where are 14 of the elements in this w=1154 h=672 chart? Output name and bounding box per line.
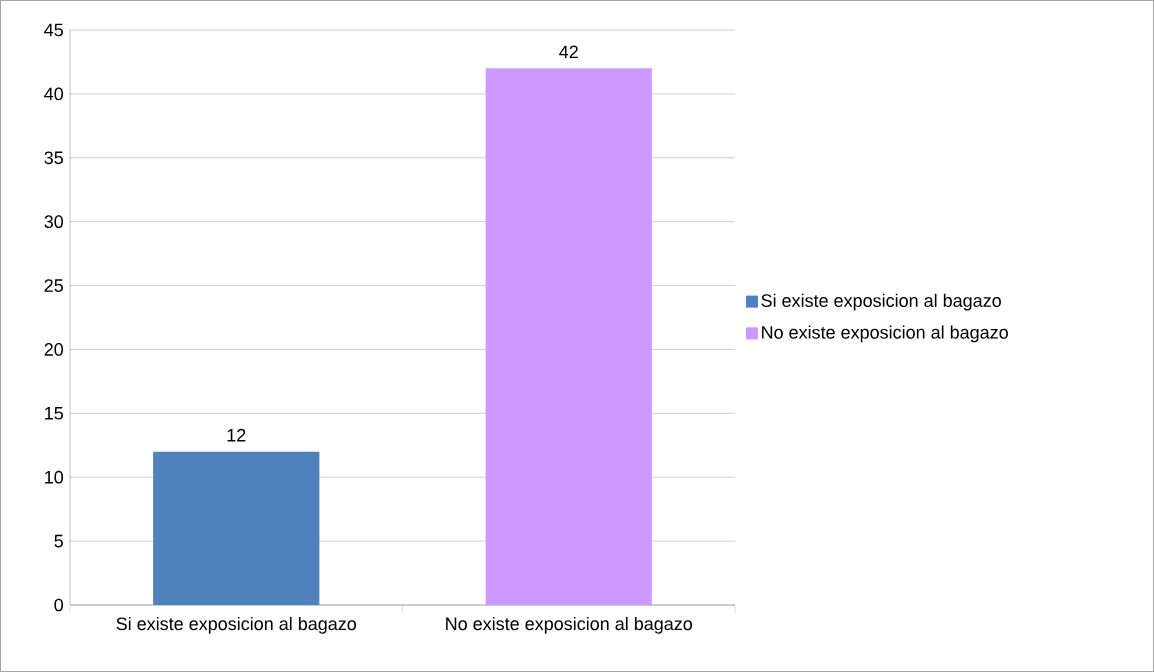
y-tick-label: 45 xyxy=(44,23,63,37)
data-label: 42 xyxy=(559,45,578,59)
y-tick-label: 35 xyxy=(44,151,63,165)
y-tick-label: 15 xyxy=(45,407,63,420)
legend-label: No existe exposicion al bagazo xyxy=(762,325,1008,343)
y-tick-label: 40 xyxy=(44,87,64,101)
y-tick-label: 0 xyxy=(54,598,64,612)
y-tick-label: 10 xyxy=(45,470,64,484)
y-tick-label: 5 xyxy=(54,534,63,548)
y-tick-label: 30 xyxy=(44,215,64,229)
y-tick-label: 20 xyxy=(44,343,64,356)
legend-label: Si existe exposicion al bagazo xyxy=(761,293,1001,311)
y-tick-label: 25 xyxy=(44,279,63,292)
data-label: 12 xyxy=(227,428,246,442)
